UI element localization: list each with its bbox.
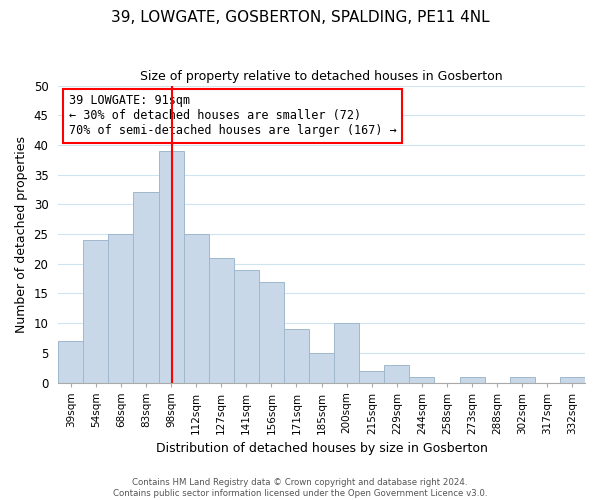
Bar (109, 234, 133, 382)
Bar (158, 151, 184, 382)
Bar (209, 258, 234, 382)
Y-axis label: Number of detached properties: Number of detached properties (15, 136, 28, 332)
Bar (460, 376, 485, 382)
Text: Contains HM Land Registry data © Crown copyright and database right 2024.
Contai: Contains HM Land Registry data © Crown c… (113, 478, 487, 498)
Bar (58, 341, 83, 382)
Bar (133, 192, 158, 382)
Bar (184, 234, 209, 382)
Title: Size of property relative to detached houses in Gosberton: Size of property relative to detached ho… (140, 70, 503, 83)
Bar (234, 270, 259, 382)
Bar (409, 376, 434, 382)
Bar (560, 376, 585, 382)
X-axis label: Distribution of detached houses by size in Gosberton: Distribution of detached houses by size … (155, 442, 488, 455)
Text: 39, LOWGATE, GOSBERTON, SPALDING, PE11 4NL: 39, LOWGATE, GOSBERTON, SPALDING, PE11 4… (110, 10, 490, 25)
Bar (359, 370, 384, 382)
Bar (510, 376, 535, 382)
Bar (309, 353, 334, 382)
Text: 39 LOWGATE: 91sqm
← 30% of detached houses are smaller (72)
70% of semi-detached: 39 LOWGATE: 91sqm ← 30% of detached hous… (68, 94, 397, 138)
Bar (284, 329, 309, 382)
Bar (83, 240, 109, 382)
Bar (334, 323, 359, 382)
Bar (384, 364, 409, 382)
Bar (259, 282, 284, 382)
